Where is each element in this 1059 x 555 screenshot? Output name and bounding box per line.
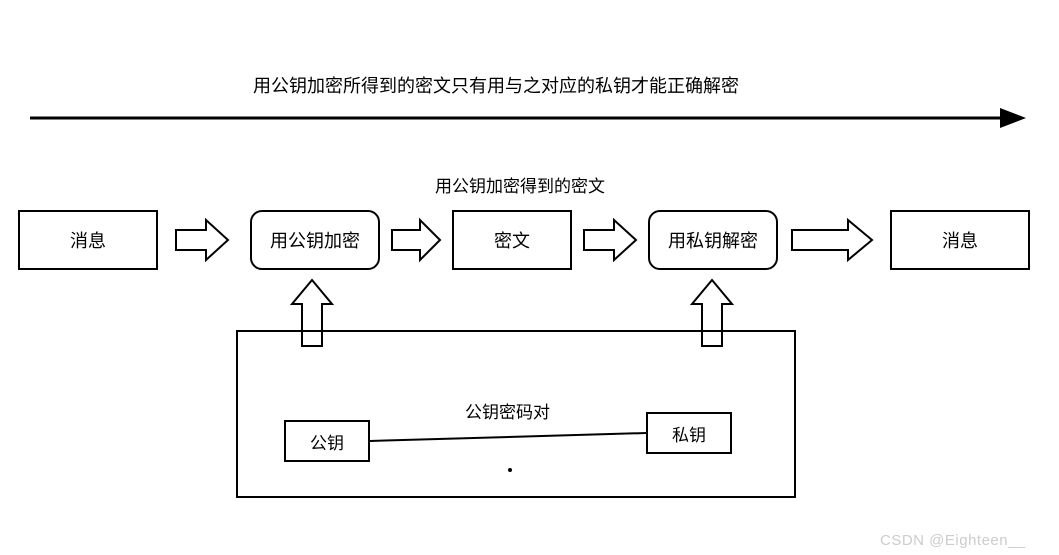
keypair-link-line <box>0 0 1059 555</box>
diagram-canvas: 用公钥加密所得到的密文只有用与之对应的私钥才能正确解密 用公钥加密得到的密文 消… <box>0 0 1059 555</box>
watermark: CSDN @Eighteen__ <box>880 532 1026 549</box>
